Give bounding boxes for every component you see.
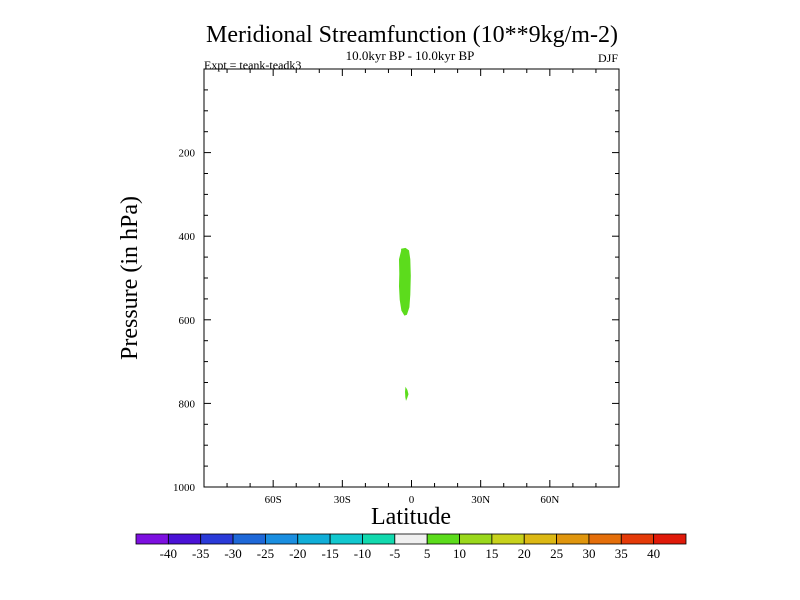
x-axis-label: Latitude <box>371 504 451 530</box>
y-tick-label: 1000 <box>173 482 196 494</box>
season-label: DJF <box>598 51 618 65</box>
colorbar-label: -5 <box>389 546 400 561</box>
colorbar-label: -30 <box>224 546 241 561</box>
colorbar-label: 40 <box>647 546 660 561</box>
x-tick-label: 0 <box>409 494 415 506</box>
colorbar-swatch <box>265 533 299 545</box>
x-tick-label: 60S <box>265 494 282 506</box>
contour-fill-layer <box>399 247 411 401</box>
axis-ticks <box>204 69 619 487</box>
colorbar-label: 25 <box>550 546 563 561</box>
colorbar-label: -20 <box>289 546 306 561</box>
colorbar-swatch <box>167 533 202 545</box>
colorbar-swatch <box>523 533 557 545</box>
colorbar-label: -25 <box>257 546 274 561</box>
colorbar-label: 35 <box>615 546 628 561</box>
chart-title: Meridional Streamfunction (10**9kg/m-2) <box>206 22 618 48</box>
colorbar-swatch <box>329 533 363 545</box>
colorbar-swatch <box>653 533 687 545</box>
colorbar-swatch <box>556 533 590 545</box>
y-tick-label: 600 <box>179 315 196 327</box>
y-tick-label: 400 <box>179 231 196 243</box>
colorbar-label: 10 <box>453 546 466 561</box>
colorbar-label: -35 <box>192 546 209 561</box>
colorbar-label: 15 <box>485 546 498 561</box>
y-axis-label: Pressure (in hPa) <box>117 196 143 360</box>
colorbar-swatch <box>200 533 234 545</box>
colorbar-label: -10 <box>354 546 371 561</box>
x-tick-label: 30S <box>334 494 351 506</box>
colorbar-label: 30 <box>582 546 595 561</box>
y-tick-label: 200 <box>179 148 196 160</box>
plot-frame <box>203 68 620 488</box>
contour-region-2 <box>405 386 409 401</box>
colorbar-swatch <box>232 533 266 545</box>
colorbar-label: -40 <box>160 546 177 561</box>
colorbar-swatch <box>135 533 169 545</box>
colorbar-label: 5 <box>424 546 431 561</box>
colorbar-swatch <box>491 533 525 545</box>
colorbar-swatch <box>297 533 331 545</box>
colorbar-swatch <box>394 533 428 545</box>
colorbar-swatch <box>459 533 493 545</box>
colorbar: -40 -35 -30 -25 -20 -15 -10 -5 5 10 15 20 25 30 35 40 <box>135 533 687 561</box>
colorbar-swatch <box>362 533 396 545</box>
colorbar-swatch <box>426 533 460 545</box>
colorbar-swatch <box>620 533 655 545</box>
chart-subtitle: 10.0kyr BP - 10.0kyr BP <box>346 48 475 63</box>
colorbar-label: -15 <box>321 546 338 561</box>
colorbar-label: 20 <box>518 546 531 561</box>
x-tick-label: 30N <box>471 494 490 506</box>
contour-region-1 <box>399 247 411 316</box>
y-tick-label: 800 <box>179 398 196 410</box>
experiment-label: Expt = teank-teadk3 <box>204 58 301 72</box>
x-tick-label: 60N <box>540 494 559 506</box>
axis-tick-labels: 60S 30S 0 30N 60N 200 400 600 800 1000 <box>173 148 559 506</box>
colorbar-swatch <box>588 533 622 545</box>
